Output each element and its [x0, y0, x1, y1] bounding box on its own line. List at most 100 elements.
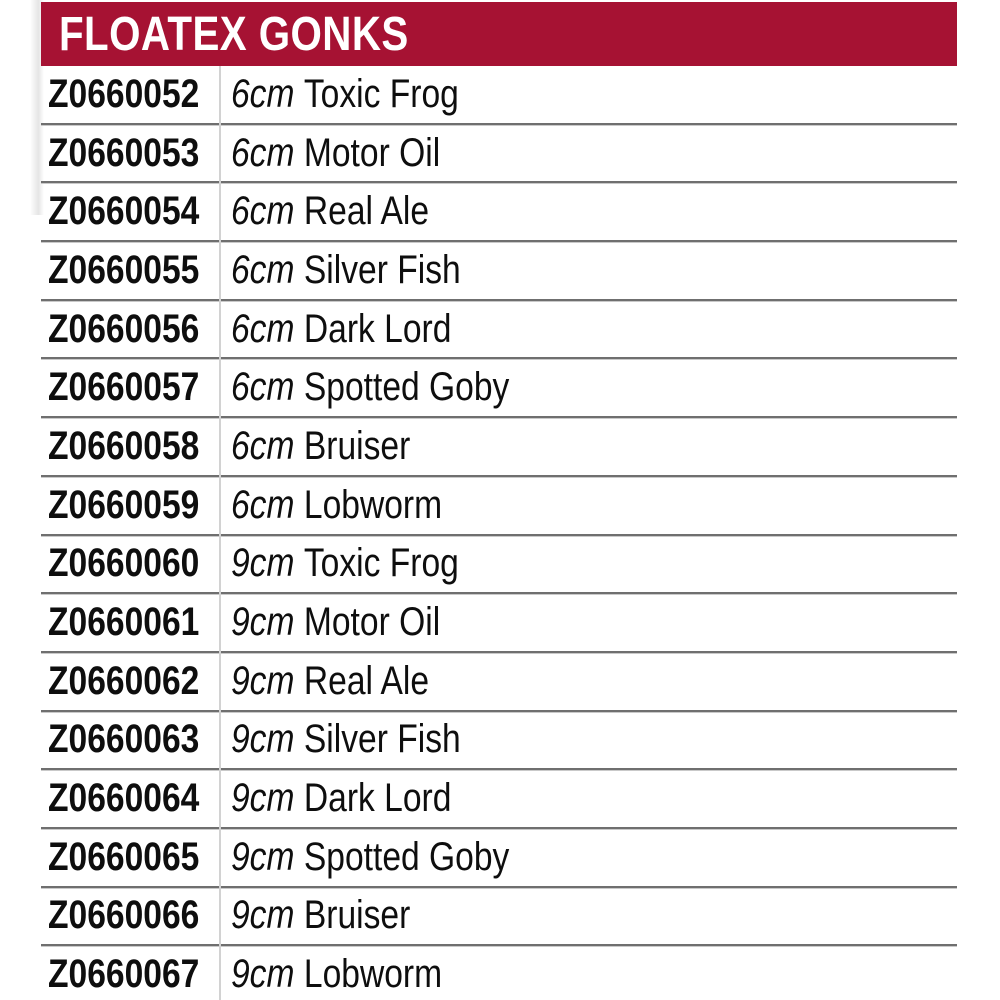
product-size: 9cm: [231, 776, 295, 821]
product-code: Z0660059: [48, 482, 200, 527]
product-description: 6cm Real Ale: [231, 189, 429, 234]
product-code-cell: Z0660059: [41, 477, 219, 534]
product-code-cell: Z0660064: [41, 770, 219, 827]
product-code: Z0660065: [48, 834, 200, 879]
column-divider: [219, 66, 221, 1000]
product-desc-cell: 9cm Silver Fish: [219, 712, 957, 769]
product-description: 9cm Silver Fish: [231, 717, 461, 762]
product-size: 6cm: [231, 189, 295, 234]
product-desc-cell: 6cm Motor Oil: [219, 125, 957, 182]
product-size: 9cm: [231, 600, 295, 645]
product-size: 9cm: [231, 658, 295, 703]
product-size: 6cm: [231, 365, 295, 410]
product-size: 9cm: [231, 834, 295, 879]
table-body: Z0660052 6cm Toxic Frog Z0660053 6cm Motor…: [41, 66, 957, 1000]
product-desc-cell: 9cm Lobworm: [219, 946, 957, 1000]
product-name: Dark Lord: [303, 776, 452, 821]
product-description: 9cm Bruiser: [231, 893, 410, 938]
table-row: Z0660060 9cm Toxic Frog: [41, 536, 957, 595]
product-code: Z0660057: [48, 365, 200, 410]
product-description: 6cm Silver Fish: [231, 248, 461, 293]
product-size: 9cm: [231, 952, 295, 997]
product-description: 6cm Toxic Frog: [231, 72, 459, 117]
product-code-cell: Z0660066: [41, 888, 219, 945]
table-row: Z0660064 9cm Dark Lord: [41, 770, 957, 829]
table-row: Z0660052 6cm Toxic Frog: [41, 66, 957, 125]
product-desc-cell: 6cm Dark Lord: [219, 301, 957, 358]
product-size: 6cm: [231, 130, 295, 175]
product-size: 9cm: [231, 893, 295, 938]
product-description: 9cm Real Ale: [231, 659, 429, 704]
product-code: Z0660053: [48, 130, 200, 175]
product-size: 9cm: [231, 717, 295, 762]
product-desc-cell: 6cm Silver Fish: [219, 242, 957, 299]
product-desc-cell: 9cm Motor Oil: [219, 594, 957, 651]
product-description: 9cm Motor Oil: [231, 600, 440, 645]
product-code-cell: Z0660055: [41, 242, 219, 299]
product-name: Silver Fish: [303, 717, 461, 762]
product-name: Silver Fish: [303, 247, 461, 292]
product-name: Toxic Frog: [303, 541, 459, 586]
product-desc-cell: 6cm Real Ale: [219, 183, 957, 240]
product-code-cell: Z0660063: [41, 712, 219, 769]
product-description: 6cm Spotted Goby: [231, 365, 509, 410]
product-code-cell: Z0660057: [41, 359, 219, 416]
product-code-cell: Z0660052: [41, 66, 219, 123]
product-code: Z0660063: [48, 717, 200, 762]
product-name: Toxic Frog: [303, 71, 459, 116]
product-code: Z0660061: [48, 600, 200, 645]
product-code: Z0660052: [48, 71, 200, 116]
product-name: Bruiser: [303, 423, 411, 468]
product-table: FLOATEX GONKS Z0660052 6cm Toxic Frog Z06…: [41, 2, 957, 1000]
product-code-cell: Z0660067: [41, 946, 219, 1000]
product-code-cell: Z0660053: [41, 125, 219, 182]
table-row: Z0660057 6cm Spotted Goby: [41, 359, 957, 419]
product-description: 9cm Dark Lord: [231, 776, 451, 821]
product-desc-cell: 9cm Dark Lord: [219, 770, 957, 827]
product-code-cell: Z0660058: [41, 418, 219, 475]
product-description: 9cm Toxic Frog: [231, 541, 459, 586]
product-name: Bruiser: [303, 893, 411, 938]
table-row: Z0660062 9cm Real Ale: [41, 653, 957, 712]
table-title: FLOATEX GONKS: [59, 7, 409, 61]
product-name: Spotted Goby: [303, 834, 510, 879]
table-row: Z0660053 6cm Motor Oil: [41, 125, 957, 184]
product-code: Z0660060: [48, 541, 200, 586]
product-desc-cell: 6cm Bruiser: [219, 418, 957, 475]
product-code: Z0660062: [48, 658, 200, 703]
table-row: Z0660067 9cm Lobworm: [41, 946, 957, 1000]
table-row: Z0660061 9cm Motor Oil: [41, 594, 957, 653]
product-name: Lobworm: [303, 482, 443, 527]
product-size: 6cm: [231, 482, 295, 527]
product-size: 6cm: [231, 306, 295, 351]
product-description: 9cm Spotted Goby: [231, 835, 509, 880]
table-row: Z0660058 6cm Bruiser: [41, 418, 957, 477]
product-name: Motor Oil: [303, 130, 441, 175]
product-code: Z0660066: [48, 893, 200, 938]
product-desc-cell: 9cm Real Ale: [219, 653, 957, 710]
product-desc-cell: 9cm Bruiser: [219, 888, 957, 945]
product-name: Real Ale: [303, 189, 430, 234]
product-size: 9cm: [231, 541, 295, 586]
product-code: Z0660056: [48, 306, 200, 351]
product-code-cell: Z0660061: [41, 594, 219, 651]
product-desc-cell: 6cm Toxic Frog: [219, 66, 957, 123]
product-code: Z0660064: [48, 776, 200, 821]
table-row: Z0660055 6cm Silver Fish: [41, 242, 957, 301]
product-code-cell: Z0660054: [41, 183, 219, 240]
product-size: 6cm: [231, 71, 295, 116]
product-code-cell: Z0660060: [41, 536, 219, 593]
product-name: Lobworm: [303, 952, 443, 997]
product-code-cell: Z0660062: [41, 653, 219, 710]
product-description: 6cm Bruiser: [231, 424, 410, 469]
table-row: Z0660056 6cm Dark Lord: [41, 301, 957, 360]
table-row: Z0660065 9cm Spotted Goby: [41, 829, 957, 888]
product-description: 6cm Lobworm: [231, 483, 442, 528]
product-size: 6cm: [231, 423, 295, 468]
product-desc-cell: 9cm Spotted Goby: [219, 829, 957, 886]
product-name: Motor Oil: [303, 600, 441, 645]
table-row: Z0660066 9cm Bruiser: [41, 888, 957, 947]
product-code-cell: Z0660065: [41, 829, 219, 886]
table-header: FLOATEX GONKS: [41, 2, 957, 66]
